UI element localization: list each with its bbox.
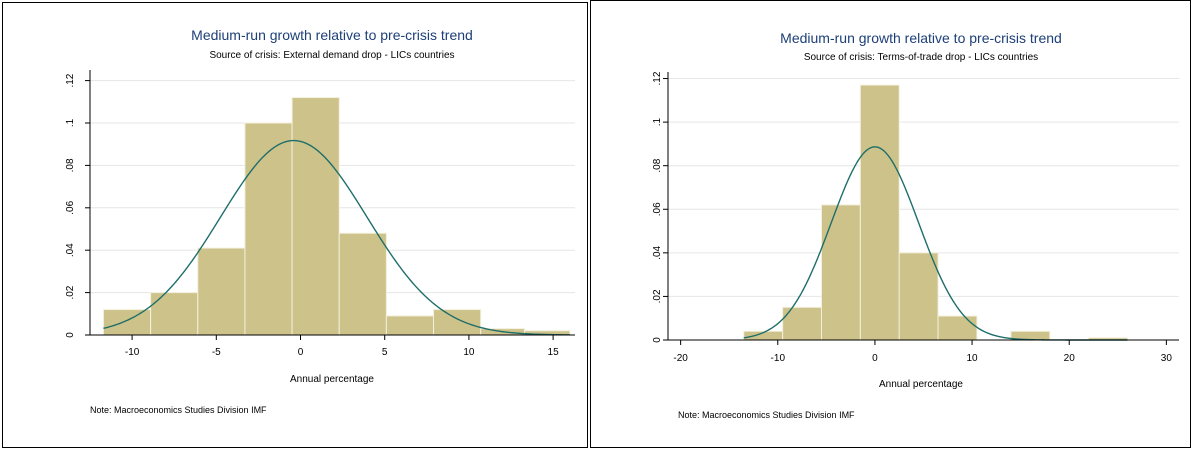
x-axis-label: Annual percentage	[879, 379, 963, 390]
panel-frame	[2, 2, 588, 448]
chart-terms-of-trade: 0 .02 .04 .06 .08 .1 .12 -20 -10 0 10 20 30 Medium-ru…	[652, 30, 1179, 420]
normal-density-curve	[103, 139, 570, 336]
y-tick-label: 0	[65, 332, 76, 338]
x-tick-label: 10	[463, 347, 475, 358]
y-tick-label: .12	[65, 73, 76, 87]
y-tick-label: .02	[65, 285, 76, 299]
chart-note: Note: Macroeconomics Studies Division IM…	[90, 405, 267, 415]
x-axis-label: Annual percentage	[290, 374, 374, 385]
x-tick-label: 10	[967, 353, 979, 364]
y-tick-label: .08	[652, 158, 663, 172]
chart-subtitle: Source of crisis: Terms-of-trade drop - …	[804, 52, 1038, 63]
chart-panel-terms-of-trade: 0 .02 .04 .06 .08 .1 .12 -20 -10 0 10 20 30 Medium-ru…	[590, 0, 1191, 448]
x-tick-label: 15	[548, 347, 560, 358]
panel-frame	[590, 0, 1191, 448]
chart-panel-external-demand: 0 .02 .04 .06 .08 .1 .12 -10 -5 0 5 10 15 Medium-run …	[0, 0, 590, 448]
y-tick-label: .06	[652, 202, 663, 216]
histogram-bar	[338, 232, 387, 336]
y-tick-label: .1	[652, 118, 663, 127]
x-tick-label: 0	[298, 347, 304, 358]
y-tick-label: .04	[65, 243, 76, 257]
chart-note: Note: Macroeconomics Studies Division IM…	[678, 410, 855, 420]
histogram-bar	[859, 84, 900, 341]
histogram-bar	[898, 252, 939, 341]
x-tick-label: 20	[1064, 353, 1076, 364]
histogram-bar	[244, 122, 293, 336]
y-tick-label: .04	[652, 245, 663, 259]
x-tick-label: 30	[1161, 353, 1173, 364]
y-tick-label: .02	[652, 289, 663, 303]
histogram-bar	[433, 309, 482, 336]
y-tick-label: .08	[65, 158, 76, 172]
histogram-bar	[102, 309, 152, 336]
chart-subtitle: Source of crisis: External demand drop -…	[209, 50, 454, 61]
y-tick-label: 0	[652, 337, 663, 343]
chart-title: Medium-run growth relative to pre-crisis…	[191, 27, 473, 43]
x-tick-label: -5	[212, 347, 221, 358]
y-tick-label: .1	[65, 118, 76, 127]
x-tick-label: -20	[673, 353, 688, 364]
x-tick-label: -10	[771, 353, 786, 364]
y-tick-label: .06	[65, 200, 76, 214]
histogram-bar	[291, 97, 340, 336]
x-tick-label: 5	[382, 347, 388, 358]
histogram-bar	[197, 247, 246, 336]
x-tick-label: -10	[125, 347, 140, 358]
chart-external-demand: 0 .02 .04 .06 .08 .1 .12 -10 -5 0 5 10 15 Medium-run …	[65, 27, 575, 415]
x-tick-label: 0	[872, 353, 878, 364]
y-tick-label: .12	[652, 71, 663, 85]
chart-title: Medium-run growth relative to pre-crisis…	[780, 30, 1062, 46]
histogram-bar	[820, 204, 861, 341]
